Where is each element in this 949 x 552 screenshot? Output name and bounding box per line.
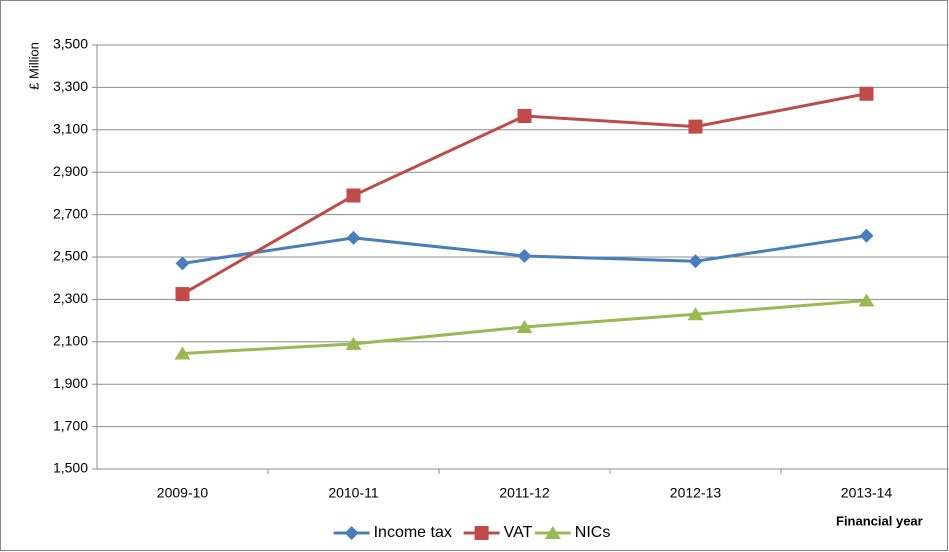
y-tick-label: 1,700: [53, 417, 88, 433]
point-marker: [175, 256, 190, 271]
point-marker: [858, 293, 875, 307]
point-marker: [175, 287, 190, 302]
y-tick-label: 1,500: [53, 460, 88, 476]
y-tick-label: 2,300: [53, 290, 88, 306]
legend-marker: [344, 526, 359, 540]
y-tick-label: 2,700: [53, 205, 88, 221]
point-marker: [859, 86, 874, 101]
point-marker: [516, 319, 533, 333]
x-axis-title: Financial year: [836, 513, 923, 528]
legend-marker: [474, 526, 489, 540]
y-tick-label: 3,100: [53, 121, 88, 137]
y-tick-label: 2,500: [53, 248, 88, 264]
y-tick-label: 3,300: [53, 78, 88, 94]
legend-label: VAT: [504, 524, 533, 541]
point-marker: [346, 188, 361, 203]
legend-label: NICs: [575, 524, 611, 541]
y-tick-label: 3,500: [53, 36, 88, 52]
y-tick-label: 1,900: [53, 375, 88, 391]
legend-label: Income tax: [374, 524, 452, 541]
point-marker: [346, 230, 361, 245]
point-marker: [517, 109, 532, 124]
x-tick-label: 2009-10: [157, 485, 209, 501]
point-marker: [688, 119, 703, 134]
x-tick-label: 2010-11: [328, 485, 379, 501]
point-marker: [517, 248, 532, 263]
point-marker: [688, 254, 703, 269]
point-marker: [345, 336, 362, 350]
x-tick-label: 2011-12: [499, 485, 550, 501]
x-tick-label: 2012-13: [670, 485, 722, 501]
legend-marker: [544, 526, 561, 539]
point-marker: [174, 346, 191, 360]
point-marker: [859, 228, 874, 243]
point-marker: [687, 307, 704, 321]
y-tick-label: 2,900: [53, 163, 88, 179]
y-tick-label: 2,100: [53, 333, 88, 349]
y-axis-title: £ Million: [26, 42, 41, 90]
x-tick-label: 2013-14: [841, 485, 893, 501]
